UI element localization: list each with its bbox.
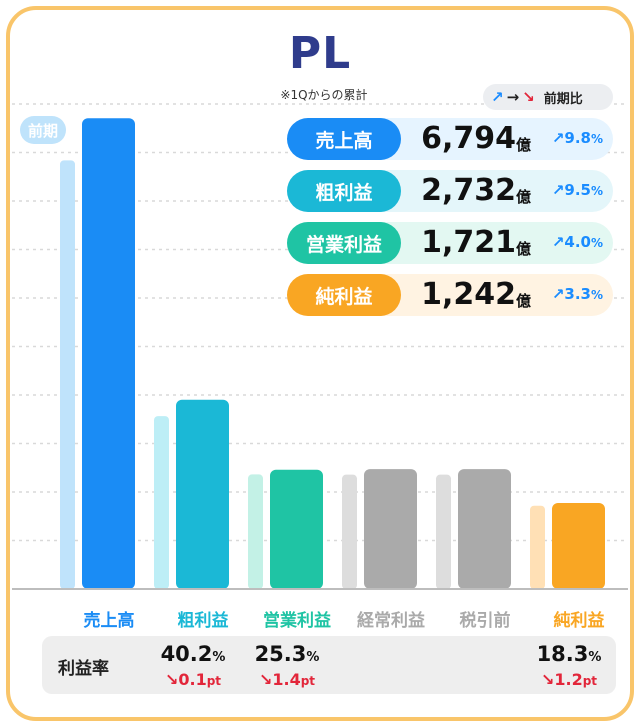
kpi-unit: 億 <box>516 292 532 310</box>
category-label: 粗利益 <box>177 611 229 631</box>
kpi-row-net-profit: 純利益 1,242 億 ↗3.3% <box>287 274 613 316</box>
arrow-up-icon: ↗ <box>491 88 504 106</box>
arrow-down-icon: ↘ <box>164 670 179 689</box>
kpi-label: 営業利益 <box>287 222 401 264</box>
bar-current-5 <box>552 502 605 589</box>
arrow-up-icon: ↗ <box>551 181 565 199</box>
chart-subtitle: ※1Qからの累計 <box>280 88 368 102</box>
bar-prev-4 <box>436 474 451 589</box>
prev-period-badge: 前期 <box>20 116 66 144</box>
margin-change: ↘0.1pt <box>164 670 222 689</box>
margin-value: 18.3% <box>536 642 602 666</box>
chart-title: PL <box>288 28 352 79</box>
kpi-change: ↗9.8% <box>551 129 603 147</box>
yoy-legend-label: 前期比 <box>543 91 583 107</box>
bar-current-3 <box>364 469 417 589</box>
bar-prev-5 <box>530 505 545 589</box>
kpi-label: 粗利益 <box>287 170 401 212</box>
kpi-label: 純利益 <box>287 274 401 316</box>
kpi-unit: 億 <box>516 188 532 206</box>
kpi-row-operating-profit: 営業利益 1,721 億 ↗4.0% <box>287 222 613 264</box>
category-label: 税引前 <box>459 611 511 631</box>
category-label: 純利益 <box>553 611 605 631</box>
kpi-value: 6,794 <box>421 121 516 156</box>
kpi-label: 売上高 <box>287 118 401 160</box>
kpi-unit: 億 <box>516 136 532 154</box>
bar-prev-0 <box>60 160 75 589</box>
arrow-up-icon: ↗ <box>551 233 565 251</box>
bar-current-2 <box>270 469 323 589</box>
margin-change: ↘1.2pt <box>540 670 598 689</box>
category-label: 売上高 <box>83 611 135 631</box>
margin-value: 25.3% <box>254 642 320 666</box>
kpi-unit: 億 <box>516 240 532 258</box>
category-label: 経常利益 <box>357 611 425 631</box>
kpi-value: 1,721 <box>421 225 516 260</box>
margin-change: ↘1.4pt <box>258 670 316 689</box>
bar-prev-1 <box>154 416 169 589</box>
kpi-change: ↗3.3% <box>551 285 603 303</box>
arrow-down-icon: ↘ <box>258 670 273 689</box>
bar-current-4 <box>458 469 511 589</box>
arrow-up-icon: ↗ <box>551 285 565 303</box>
margin-label: 利益率 <box>58 659 109 679</box>
kpi-row-gross-profit: 粗利益 2,732 億 ↗9.5% <box>287 170 613 212</box>
category-label: 営業利益 <box>263 611 331 631</box>
kpi-change: ↗9.5% <box>551 181 603 199</box>
margin-panel: 利益率 40.2% ↘0.1pt 25.3% ↘1.4pt 18.3% ↘1.2… <box>42 636 616 694</box>
arrow-up-icon: ↗ <box>551 129 565 147</box>
kpi-change: ↗4.0% <box>551 233 603 251</box>
kpi-row-sales: 売上高 6,794 億 ↗9.8% <box>287 118 613 160</box>
bar-current-1 <box>176 399 229 589</box>
margin-value: 40.2% <box>160 642 226 666</box>
kpi-value: 1,242 <box>421 277 516 312</box>
bar-current-0 <box>82 118 135 589</box>
kpi-value: 2,732 <box>421 173 516 208</box>
bar-prev-2 <box>248 474 263 589</box>
bar-prev-3 <box>342 474 357 589</box>
arrow-down-icon: ↘ <box>522 88 535 106</box>
arrow-down-icon: ↘ <box>540 670 555 689</box>
yoy-legend: ↗ → ↘ 前期比 <box>483 84 613 110</box>
arrow-right-icon: → <box>506 88 520 106</box>
